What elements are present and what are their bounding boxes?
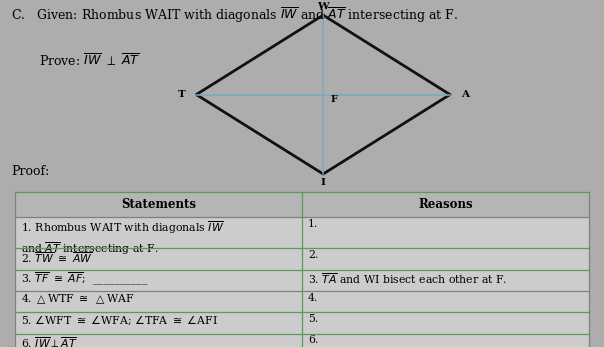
Text: T: T bbox=[178, 90, 185, 99]
Text: Reasons: Reasons bbox=[418, 198, 473, 211]
Text: Proof:: Proof: bbox=[11, 164, 49, 178]
Text: 4.: 4. bbox=[308, 293, 318, 303]
Text: 6.: 6. bbox=[308, 335, 318, 345]
Text: I: I bbox=[321, 178, 326, 187]
Text: W: W bbox=[317, 2, 329, 11]
Text: 6. $\overline{IW}$$\perp$$\overline{AT}$: 6. $\overline{IW}$$\perp$$\overline{AT}$ bbox=[21, 335, 77, 347]
FancyBboxPatch shape bbox=[15, 291, 589, 312]
Text: 5. $\angle$WFT $\cong$ $\angle$WFA; $\angle$TFA $\cong$ $\angle$AFI: 5. $\angle$WFT $\cong$ $\angle$WFA; $\an… bbox=[21, 314, 218, 327]
Text: 4. $\triangle$WTF $\cong$ $\triangle$WAF: 4. $\triangle$WTF $\cong$ $\triangle$WAF bbox=[21, 293, 135, 306]
Text: Prove: $\overline{IW}$ $\perp$ $\overline{AT}$: Prove: $\overline{IW}$ $\perp$ $\overlin… bbox=[39, 53, 140, 69]
Text: 1.: 1. bbox=[308, 219, 318, 229]
FancyBboxPatch shape bbox=[15, 312, 589, 333]
Text: 1. Rhombus WAIT with diagonals $\overline{IW}$
and $\overline{AT}$ intersecting : 1. Rhombus WAIT with diagonals $\overlin… bbox=[21, 219, 225, 257]
Text: C.   Given: Rhombus WAIT with diagonals $\overline{IW}$ and $\overline{AT}$ inte: C. Given: Rhombus WAIT with diagonals $\… bbox=[11, 6, 458, 25]
FancyBboxPatch shape bbox=[15, 248, 589, 270]
FancyBboxPatch shape bbox=[15, 333, 589, 347]
FancyBboxPatch shape bbox=[15, 217, 589, 248]
Text: Statements: Statements bbox=[121, 198, 196, 211]
Text: 3. $\overline{TA}$ and WI bisect each other at F.: 3. $\overline{TA}$ and WI bisect each ot… bbox=[308, 271, 507, 286]
Text: A: A bbox=[461, 90, 469, 99]
FancyBboxPatch shape bbox=[15, 270, 589, 291]
Text: 2. $\overline{TW}$ $\cong$ $\overline{AW}$: 2. $\overline{TW}$ $\cong$ $\overline{AW… bbox=[21, 250, 93, 265]
Text: 3. $\overline{TF}$ $\cong$ $\overline{AF}$;  __________: 3. $\overline{TF}$ $\cong$ $\overline{AF… bbox=[21, 271, 149, 288]
Text: 5.: 5. bbox=[308, 314, 318, 324]
Text: F: F bbox=[331, 95, 338, 104]
Text: 2.: 2. bbox=[308, 250, 318, 260]
FancyBboxPatch shape bbox=[15, 192, 589, 217]
